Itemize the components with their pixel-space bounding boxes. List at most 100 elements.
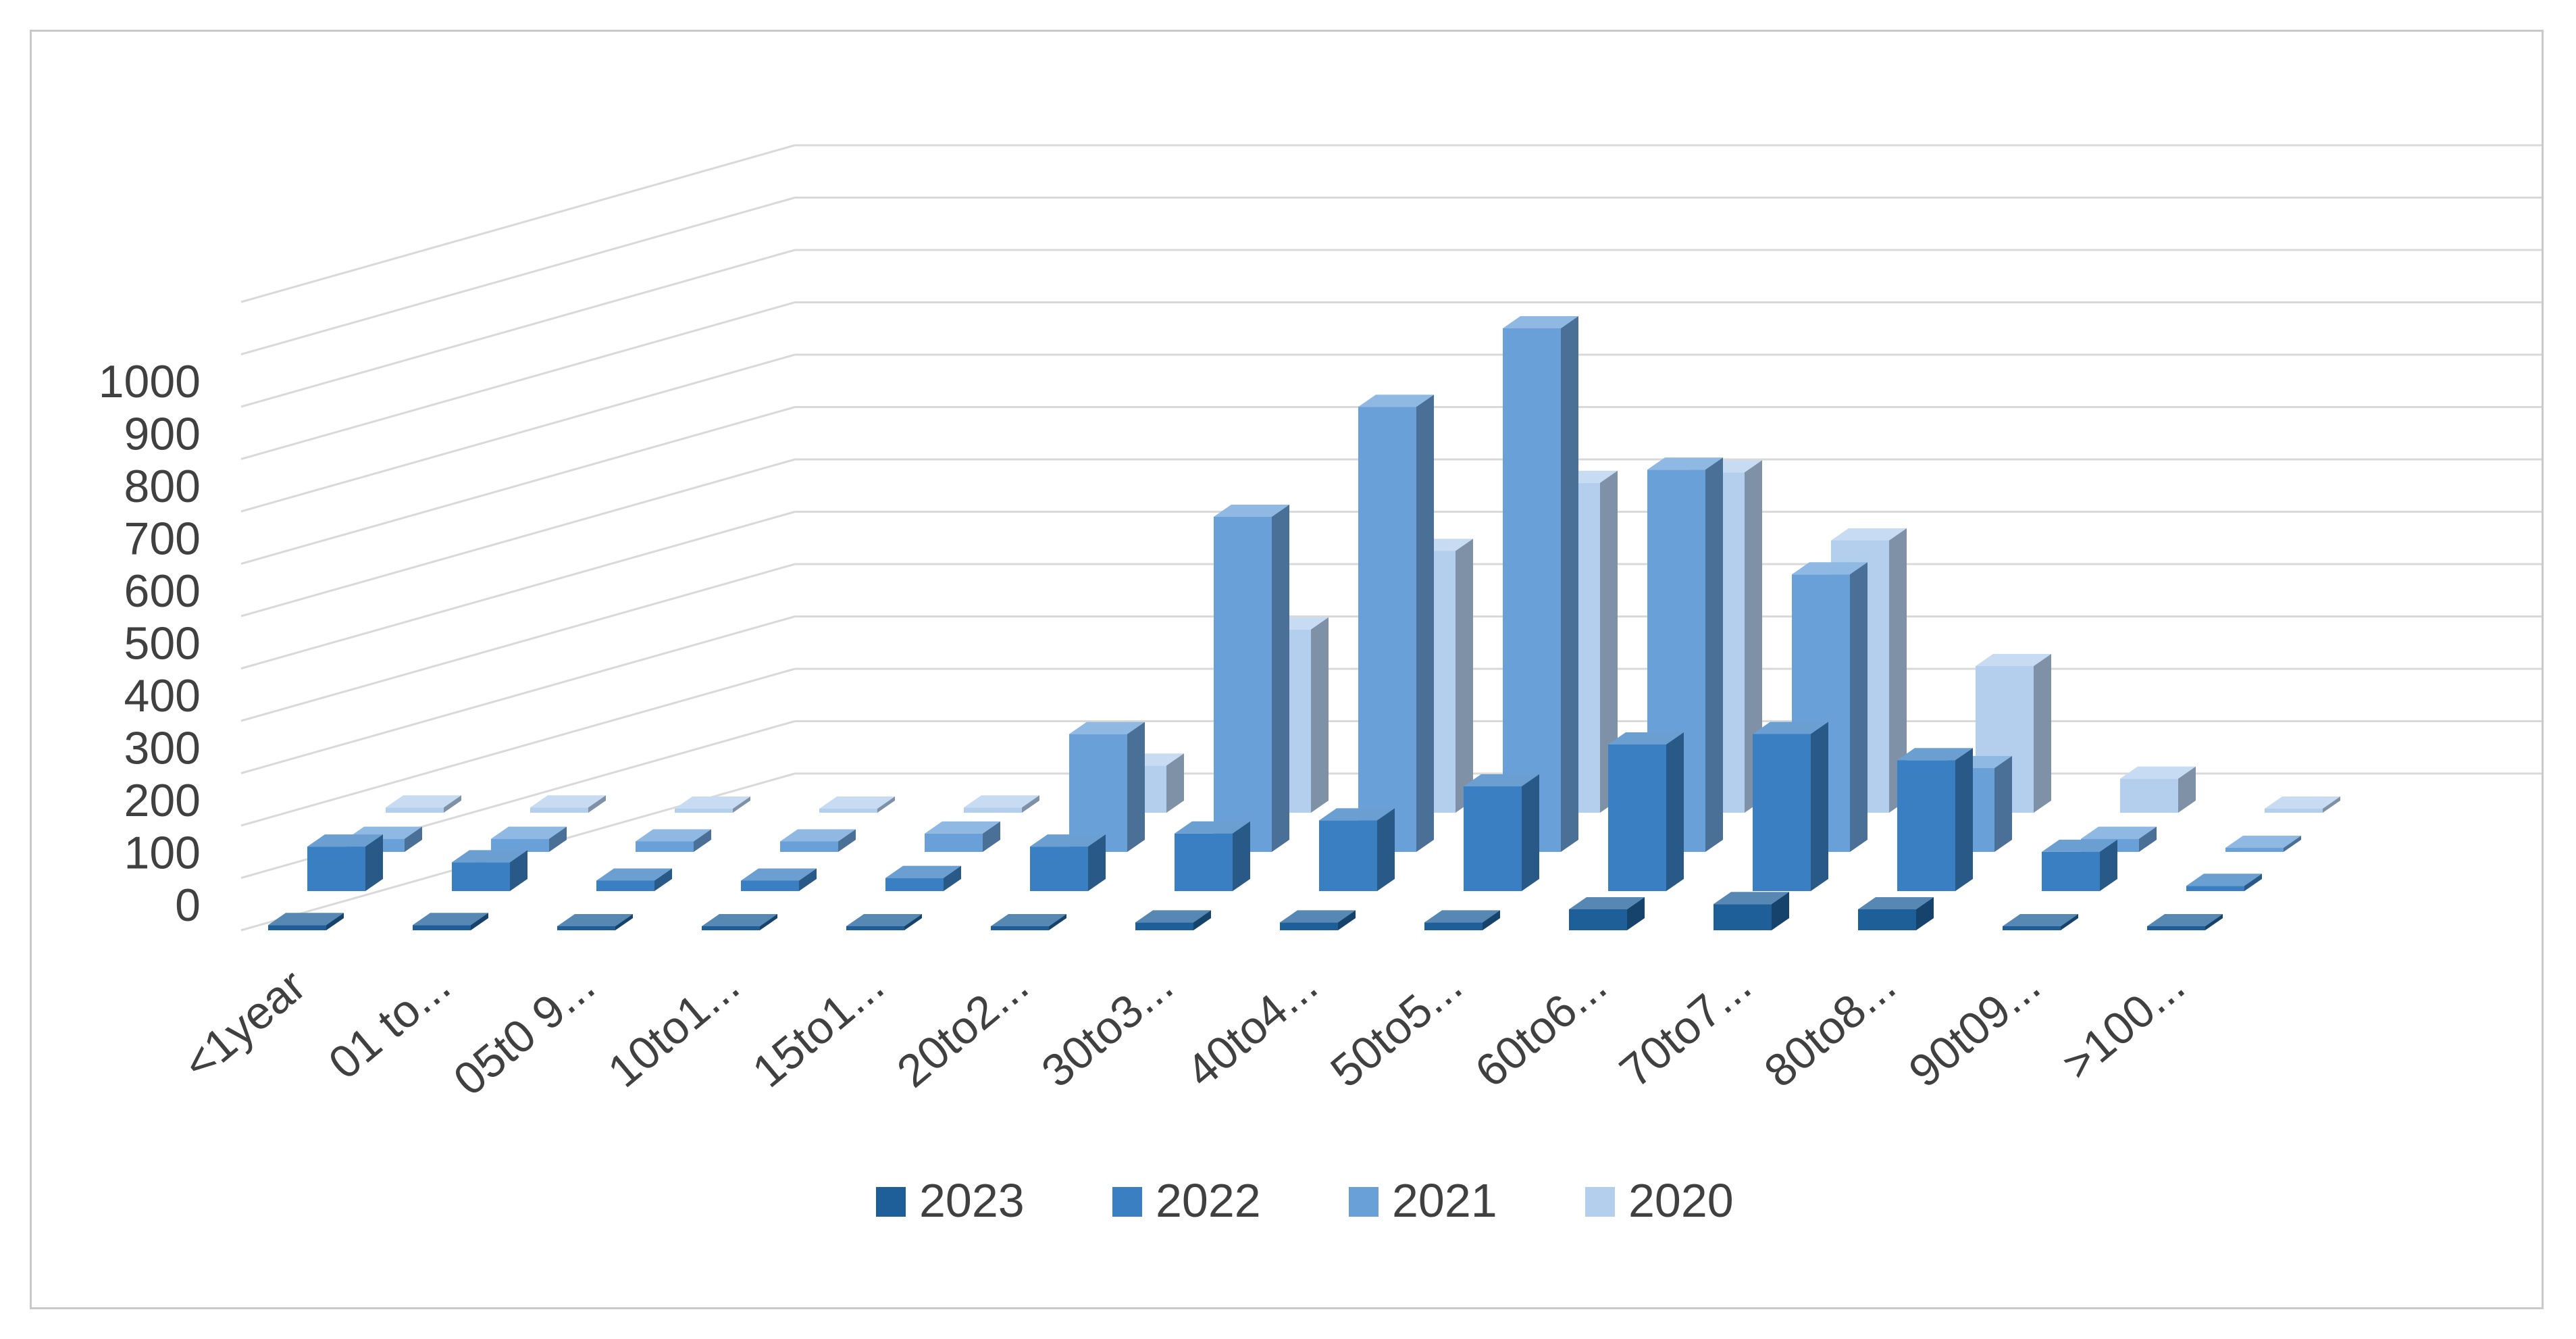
bar-side (760, 914, 777, 930)
bar-2020-1 (530, 795, 606, 813)
bar-top (2225, 836, 2301, 848)
legend-item-2023: 2023 (876, 1174, 1025, 1227)
bar-2022-10 (1753, 722, 1828, 891)
legend-label: 2023 (919, 1174, 1025, 1227)
legend-item-2021: 2021 (1349, 1174, 1497, 1227)
legend-label: 2021 (1392, 1174, 1497, 1227)
bar-side (1049, 914, 1066, 930)
bar-2020-3 (819, 797, 895, 813)
bar-side (1456, 538, 1473, 813)
bar-top (1280, 910, 1356, 923)
bar-side (838, 829, 856, 852)
bar-top (386, 795, 461, 808)
bar-side (2061, 914, 2078, 930)
bar-top (991, 914, 1066, 926)
bar-2022-2 (596, 868, 672, 891)
bar-2023-11 (1858, 897, 1934, 930)
grid-layer (240, 144, 2542, 932)
side-gridline (240, 301, 796, 460)
bar-2022-3 (741, 868, 817, 891)
legend-label: 2022 (1156, 1174, 1261, 1227)
bar-front (675, 809, 733, 813)
bar-front (1280, 922, 1338, 930)
bar-2023-6 (1135, 910, 1211, 930)
bar-side (588, 795, 606, 813)
bar-2020-13 (2265, 797, 2340, 813)
bar-top (1569, 897, 1645, 909)
bar-top (530, 795, 606, 808)
bar-front (268, 925, 326, 930)
bar-front (2042, 851, 2100, 891)
bar-front (1858, 909, 1916, 930)
bar-side (471, 913, 488, 930)
bar-top (268, 913, 344, 926)
bar-top (2120, 766, 2196, 779)
y-tick-label: 0 (175, 880, 201, 931)
bar-front (925, 833, 983, 852)
side-gridline (240, 406, 796, 565)
bar-side (1772, 892, 1789, 930)
bars-layer (268, 316, 2340, 930)
bar-top (2186, 874, 2262, 886)
y-tick-label: 900 (124, 409, 201, 460)
bar-front (1175, 833, 1233, 891)
bar-top (675, 797, 750, 809)
bar-side (1193, 910, 1211, 930)
bar-front (2003, 926, 2061, 930)
bar-side (1311, 617, 1329, 813)
bar-front (530, 807, 588, 813)
side-gridline (240, 197, 796, 355)
bar-side (1272, 505, 1289, 852)
bar-2023-4 (846, 914, 922, 930)
bar-top (1858, 897, 1934, 909)
bar-2021-8 (1503, 316, 1578, 852)
bar-2020-0 (386, 795, 461, 813)
category-label: 80to8... (1755, 959, 1905, 1097)
bar-2020-2 (675, 797, 750, 813)
bar-side (694, 829, 711, 852)
bar-front (964, 807, 1022, 813)
category-label: 60to6... (1466, 959, 1616, 1097)
side-gridline (240, 249, 796, 408)
bar-front (1503, 328, 1561, 852)
bar-2022-6 (1175, 821, 1250, 891)
bar-top (1714, 892, 1789, 905)
bar-top (636, 829, 711, 842)
legend-swatch (876, 1187, 906, 1217)
bar-front (557, 926, 615, 930)
bar-2023-5 (991, 914, 1066, 930)
bar-top (2081, 826, 2157, 839)
bar-front (991, 926, 1049, 930)
bar-front (491, 838, 549, 852)
bar-2022-13 (2186, 874, 2262, 891)
category-label: <1year (174, 959, 315, 1090)
bar-side (405, 826, 422, 852)
bar-2021-5 (1069, 722, 1145, 852)
bar-2022-12 (2042, 839, 2117, 891)
bar-side (1166, 753, 1184, 813)
bar-side (510, 850, 527, 891)
bar-top (1608, 732, 1684, 744)
bar-side (365, 834, 383, 891)
category-label: 10to1... (598, 959, 749, 1097)
bar-front (819, 809, 877, 813)
bar-top (2265, 797, 2340, 809)
bar-top (780, 829, 856, 842)
bar-top (1135, 910, 1211, 923)
bar-top (1897, 748, 1973, 761)
bar-side (1705, 457, 1723, 852)
bar-2020-4 (964, 795, 1039, 813)
bar-side (1745, 460, 1762, 813)
bar-front (1714, 904, 1772, 930)
bar-front (413, 925, 471, 930)
bar-front (1424, 922, 1483, 930)
bar-2022-4 (885, 865, 961, 891)
bar-top (1424, 910, 1500, 923)
y-tick-label: 200 (124, 775, 201, 826)
side-gridline (240, 563, 796, 722)
bar-front (1897, 760, 1955, 891)
legend-label: 2020 (1628, 1174, 1734, 1227)
bar-side (326, 913, 344, 930)
bar-side (1666, 732, 1684, 891)
